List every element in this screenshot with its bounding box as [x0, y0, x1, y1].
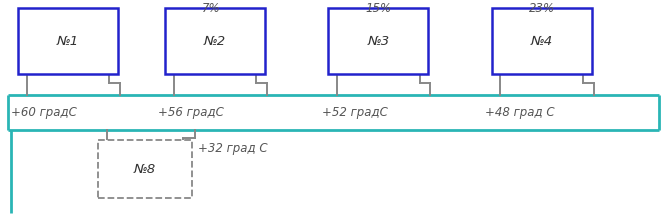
Bar — [98, 140, 192, 199]
Text: +56 градС: +56 градС — [158, 106, 224, 119]
Text: №2: №2 — [204, 35, 226, 48]
Text: +60 градС: +60 градС — [11, 106, 77, 119]
Text: №8: №8 — [134, 163, 156, 176]
Text: №4: №4 — [531, 35, 553, 48]
Text: 15%: 15% — [365, 2, 391, 15]
Text: +48 град С: +48 град С — [485, 106, 555, 119]
Bar — [492, 8, 592, 74]
Text: +52 градС: +52 градС — [322, 106, 387, 119]
Text: №1: №1 — [57, 35, 79, 48]
Bar — [18, 8, 118, 74]
Text: 23%: 23% — [529, 2, 555, 15]
Text: 7%: 7% — [202, 2, 221, 15]
Text: +32 град С: +32 град С — [198, 142, 268, 155]
Bar — [165, 8, 265, 74]
Bar — [328, 8, 428, 74]
Text: №3: №3 — [367, 35, 389, 48]
